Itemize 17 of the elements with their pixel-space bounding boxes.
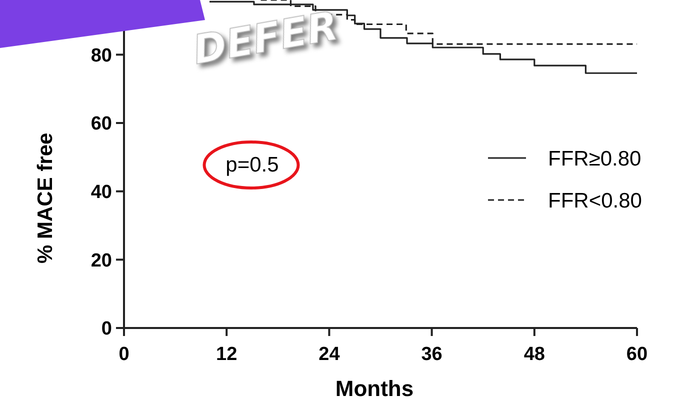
y-tick-label: 40 (90, 182, 112, 203)
y-tick-label: 20 (90, 250, 112, 272)
x-tick-label: 0 (118, 344, 130, 365)
y-tick-label: 0 (101, 318, 112, 340)
x-tick-label: 48 (524, 344, 545, 365)
annotation: DEFER (190, 3, 342, 74)
y-tick-label: 80 (90, 45, 112, 66)
x-tick-label: 24 (318, 344, 340, 365)
x-tick-label: 60 (626, 344, 648, 365)
legend-label: FFR≥0.80 (548, 147, 642, 170)
x-axis-title: Months (335, 376, 414, 401)
y-tick-label: 60 (90, 114, 112, 135)
annotation: p=0.5 (226, 153, 279, 176)
x-tick-label: 36 (421, 344, 442, 365)
y-axis-title: % MACE free (34, 132, 57, 264)
x-tick-label: 12 (216, 344, 238, 365)
legend-label: FFR<0.80 (548, 189, 642, 212)
